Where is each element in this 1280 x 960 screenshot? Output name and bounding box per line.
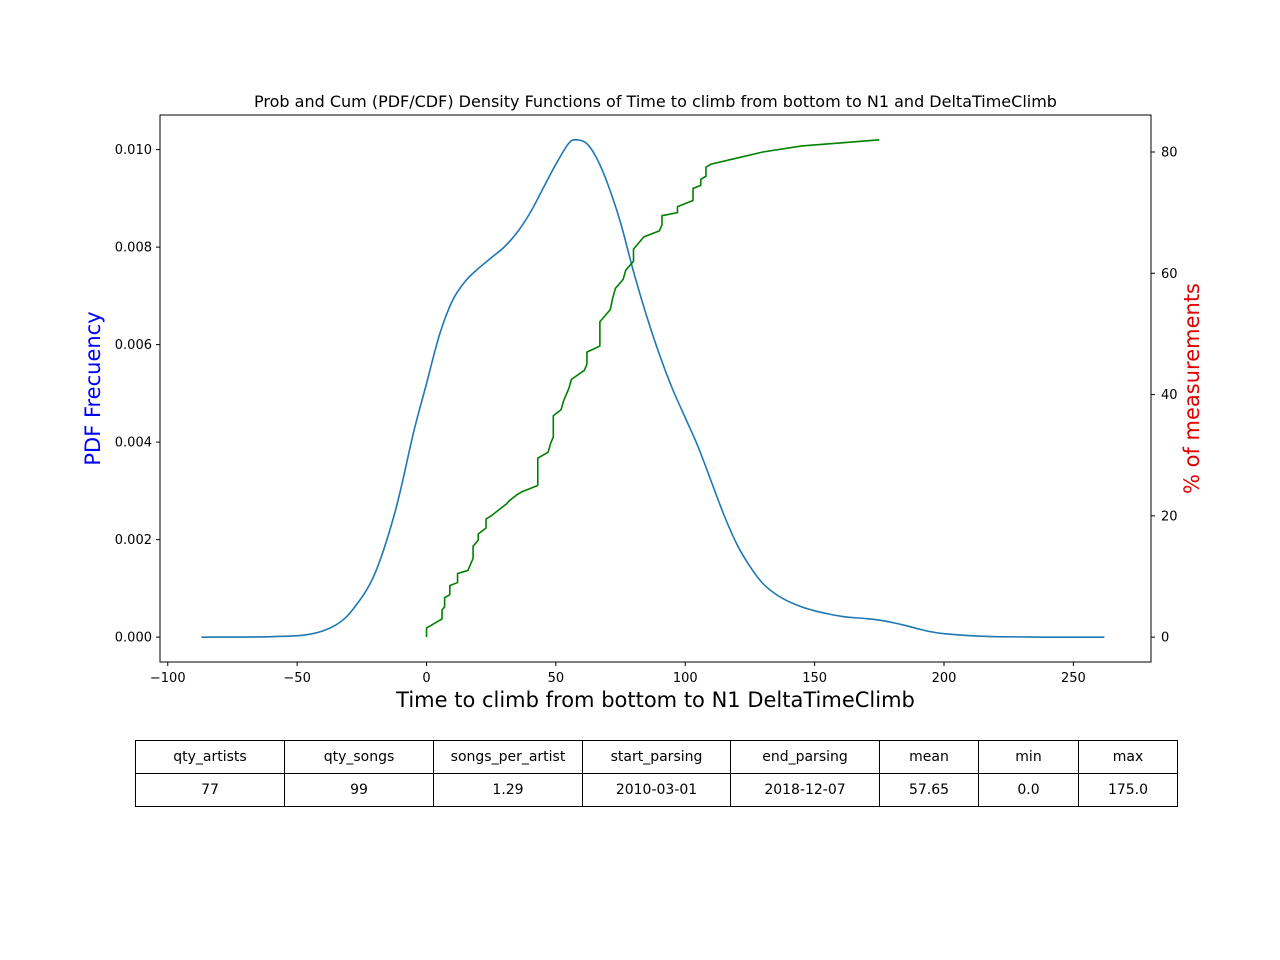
cdf-line (425, 139, 880, 638)
x-axis-label: Time to climb from bottom to N1 DeltaTim… (395, 688, 915, 712)
chart: Prob and Cum (PDF/CDF) Density Functions… (81, 92, 1204, 712)
stats-header-cell: songs_per_artist (433, 740, 583, 774)
right-tick-label: 60 (1161, 267, 1178, 282)
stats-value-cell: 1.29 (433, 773, 583, 807)
stats-value-cell: 0.0 (978, 773, 1079, 807)
stats-header-cell: qty_artists (135, 740, 285, 774)
x-axis-ticks: −100 −50 0 50 100 150 200 250 (150, 662, 1086, 686)
right-tick-label: 20 (1161, 509, 1178, 524)
left-axis-ticks: 0.000 0.002 0.004 0.006 0.008 0.010 (115, 143, 160, 646)
stats-value-cell: 2018-12-07 (730, 773, 880, 807)
left-tick-label: 0.000 (115, 631, 152, 646)
x-tick-label: 50 (548, 671, 565, 686)
x-tick-label: −50 (283, 671, 310, 686)
stats-header-cell: qty_songs (284, 740, 434, 774)
left-tick-label: 0.004 (115, 436, 152, 451)
right-tick-label: 0 (1161, 631, 1169, 646)
stats-value-cell: 77 (135, 773, 285, 807)
pdf-line (201, 138, 1105, 638)
left-tick-label: 0.010 (115, 143, 152, 158)
stats-header-cell: start_parsing (582, 740, 731, 774)
stats-value-cell: 57.65 (879, 773, 979, 807)
right-axis-label: % of measurements (1180, 283, 1204, 494)
x-tick-label: −100 (150, 671, 186, 686)
right-tick-label: 40 (1161, 388, 1178, 403)
stats-value-cell: 175.0 (1078, 773, 1178, 807)
x-tick-label: 100 (673, 671, 698, 686)
stats-header-cell: end_parsing (730, 740, 880, 774)
right-axis-ticks: 0 20 40 60 80 (1151, 145, 1178, 646)
x-tick-label: 250 (1061, 671, 1086, 686)
stats-header-cell: mean (879, 740, 979, 774)
stats-header-cell: min (978, 740, 1079, 774)
left-axis-label: PDF Frecuency (81, 311, 105, 465)
plot-frame (159, 114, 1152, 663)
stats-value-row: 77 99 1.29 2010-03-01 2018-12-07 57.65 0… (135, 773, 1178, 807)
left-tick-label: 0.006 (115, 338, 152, 353)
x-tick-label: 0 (422, 671, 430, 686)
stats-header-cell: max (1078, 740, 1178, 774)
chart-title: Prob and Cum (PDF/CDF) Density Functions… (254, 92, 1057, 111)
right-tick-label: 80 (1161, 145, 1178, 160)
stats-table: qty_artists qty_songs songs_per_artist s… (135, 740, 1178, 807)
left-tick-label: 0.002 (115, 533, 152, 548)
stats-header-row: qty_artists qty_songs songs_per_artist s… (135, 740, 1178, 774)
x-tick-label: 200 (932, 671, 957, 686)
stats-value-cell: 2010-03-01 (582, 773, 731, 807)
x-tick-label: 150 (802, 671, 827, 686)
left-tick-label: 0.008 (115, 241, 152, 256)
plot-area (201, 138, 1105, 638)
stats-value-cell: 99 (284, 773, 434, 807)
